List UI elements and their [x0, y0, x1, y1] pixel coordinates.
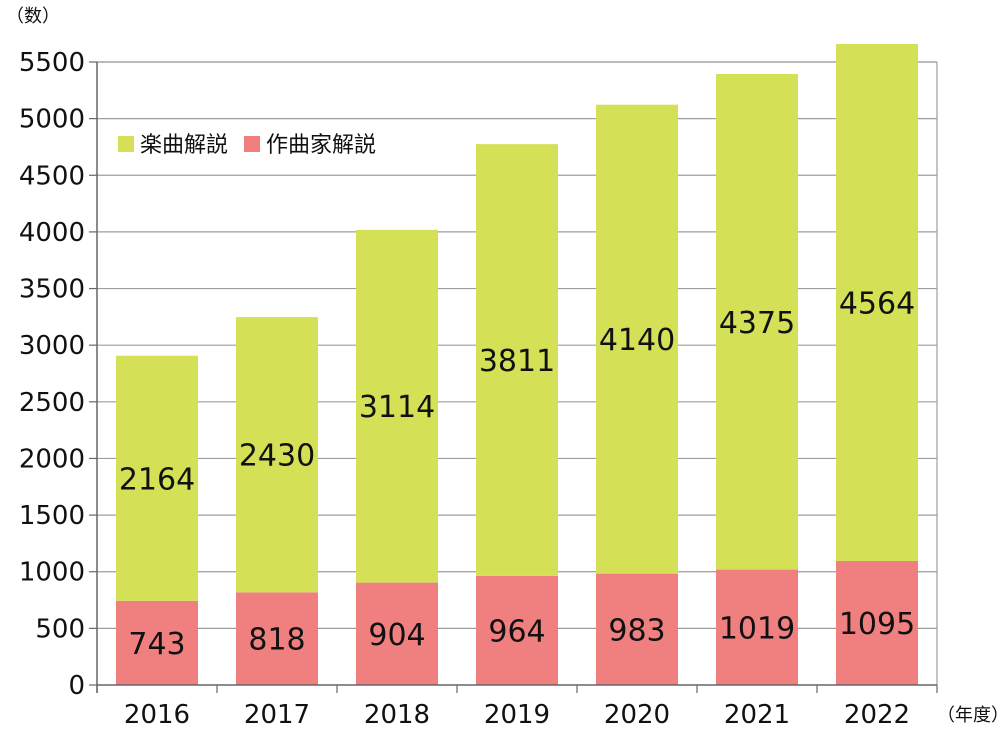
bar-2016-series-0 — [116, 600, 198, 685]
y-tick-label-2500: 2500 — [19, 388, 85, 418]
bars — [116, 43, 918, 685]
data-label-2018-series-0: 904 — [368, 618, 425, 653]
y-axis-unit-label: （数） — [6, 6, 60, 27]
y-tick-label-5500: 5500 — [19, 48, 85, 78]
x-tick-label-2020: 2020 — [604, 700, 670, 730]
data-label-2020-series-0: 983 — [608, 613, 665, 648]
bar-2016-series-1 — [116, 355, 198, 601]
x-axis-unit-label: （年度） — [937, 705, 1000, 726]
data-label-2019-series-0: 964 — [488, 614, 545, 649]
data-label-2018-series-1: 3114 — [359, 390, 435, 425]
axes — [89, 61, 938, 693]
legend-label-0: 楽曲解説 — [140, 133, 228, 158]
data-label-2019-series-1: 3811 — [479, 344, 555, 379]
data-labels: 743 2164 818 2430 904 3114 964 3811 983 4140 1019 4… — [119, 286, 915, 661]
legend: 楽曲解説 作曲家解説 — [118, 133, 376, 158]
y-tick-label-1500: 1500 — [19, 501, 85, 531]
data-label-2016-series-0: 743 — [128, 627, 185, 662]
bar-2021-series-0 — [716, 569, 798, 685]
data-label-2017-series-1: 2430 — [239, 439, 315, 474]
legend-label-1: 作曲家解説 — [266, 133, 376, 158]
bar-2022-series-0 — [836, 560, 918, 685]
data-label-2021-series-0: 1019 — [719, 611, 795, 646]
y-tick-label-1000: 1000 — [19, 558, 85, 588]
bar-2022-series-1 — [836, 43, 918, 561]
bar-2018-series-0 — [356, 582, 438, 685]
data-label-2017-series-0: 818 — [248, 623, 305, 658]
y-tick-label-3500: 3500 — [19, 275, 85, 305]
data-label-2016-series-1: 2164 — [119, 462, 195, 497]
tick-labels: 0 500 1000 1500 2000 2500 3000 3500 4000 4500 5000… — [19, 48, 910, 730]
legend-swatch-1 — [244, 136, 261, 152]
x-tick-label-2017: 2017 — [244, 700, 310, 730]
y-tick-label-3000: 3000 — [19, 331, 85, 361]
x-tick-label-2021: 2021 — [724, 700, 790, 730]
data-label-2022-series-1: 4564 — [839, 286, 915, 321]
bar-2019-series-0 — [476, 575, 558, 685]
x-tick-label-2019: 2019 — [484, 700, 550, 730]
x-tick-label-2018: 2018 — [364, 700, 430, 730]
data-label-2021-series-1: 4375 — [719, 306, 795, 341]
bar-2021-series-1 — [716, 74, 798, 570]
bar-2018-series-1 — [356, 229, 438, 583]
bar-2020-series-0 — [596, 573, 678, 685]
legend-swatch-0 — [118, 136, 134, 152]
y-tick-label-5000: 5000 — [19, 105, 85, 135]
bar-2017-series-0 — [236, 592, 318, 685]
y-tick-label-4000: 4000 — [19, 218, 85, 248]
data-label-2020-series-1: 4140 — [599, 323, 675, 358]
x-tick-label-2016: 2016 — [124, 700, 190, 730]
bar-2017-series-1 — [236, 317, 318, 593]
x-tick-label-2022: 2022 — [844, 700, 910, 730]
y-tick-label-2000: 2000 — [19, 444, 85, 474]
bar-2020-series-1 — [596, 104, 678, 574]
y-tick-label-0: 0 — [68, 671, 85, 701]
data-label-2022-series-0: 1095 — [839, 607, 915, 642]
y-tick-label-4500: 4500 — [19, 161, 85, 191]
bar-2019-series-1 — [476, 144, 558, 576]
y-tick-label-500: 500 — [35, 614, 85, 644]
